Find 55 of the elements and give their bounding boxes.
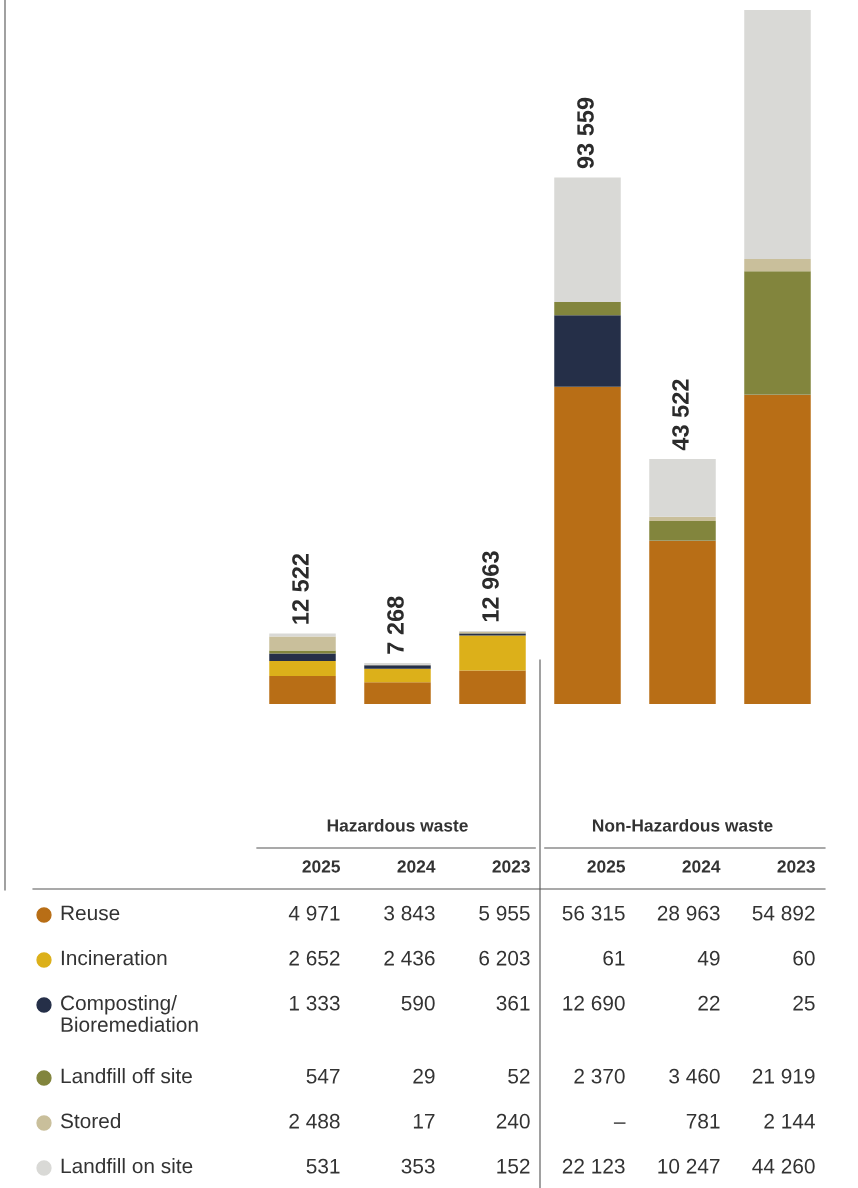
data-label: 152	[497, 1158, 530, 1174]
total-label: 12 963	[482, 551, 499, 622]
text: –	[613, 1122, 626, 1124]
data-label: 28 963	[657, 905, 720, 921]
data-label: 54 892	[752, 905, 815, 921]
data-label: 5 955	[479, 905, 530, 921]
data-label: 781	[686, 1113, 720, 1129]
total-label: 93 559	[577, 97, 594, 169]
data-label: 3 843	[384, 905, 435, 921]
data-label: 17	[413, 1114, 435, 1129]
x-tick-label: 2024	[397, 860, 436, 873]
x-tick-label: 2024	[682, 860, 721, 873]
data-label: 22	[698, 995, 720, 1011]
data-label: 3 460	[669, 1068, 720, 1084]
total-label: 12 522	[292, 553, 309, 624]
data-label: 60	[793, 950, 815, 966]
data-label: 353	[401, 1158, 435, 1174]
data-label: 361	[496, 995, 530, 1011]
data-label: 49	[697, 950, 720, 966]
data-label: 547	[306, 1069, 340, 1084]
legend-label: Landfill on site	[61, 1158, 193, 1174]
x-tick-label: 2025	[302, 860, 341, 873]
data-label: 29	[413, 1068, 435, 1084]
legend-label: Composting/ Bioremediation	[61, 995, 198, 1032]
x-tick-label: 2025	[587, 860, 626, 873]
text: Non-Hazardous waste	[592, 818, 773, 832]
data-label: 240	[496, 1113, 530, 1129]
x-tick-label: 2023	[492, 860, 530, 873]
data-label: 2 488	[289, 1113, 340, 1129]
data-label: 1 333	[289, 995, 340, 1011]
data-label: 22 123	[562, 1158, 625, 1174]
data-label: 590	[401, 995, 435, 1011]
text: Hazardous waste	[327, 818, 468, 832]
data-label: 10 247	[658, 1158, 720, 1174]
data-label: 2 652	[289, 950, 340, 966]
data-label: 25	[793, 995, 815, 1011]
data-label: 6 203	[479, 950, 530, 966]
data-label: 4 971	[288, 905, 340, 921]
data-label: 21 919	[752, 1068, 815, 1084]
data-label: 44 260	[752, 1158, 815, 1174]
data-label: 2 370	[574, 1068, 625, 1084]
data-label: 12 690	[563, 995, 625, 1011]
legend-label: Stored	[60, 1113, 121, 1129]
data-label: 2 436	[384, 950, 435, 966]
data-label: 56 315	[562, 905, 625, 921]
legend-label: Reuse	[61, 905, 120, 921]
data-label: 531	[306, 1158, 340, 1174]
x-tick-label: 2023	[777, 860, 815, 873]
data-label: 61	[603, 950, 625, 966]
legend-label: Incineration	[61, 950, 167, 966]
total-label: 43 522	[672, 379, 689, 451]
data-label: 2 144	[764, 1113, 815, 1129]
total-label: 7 268	[387, 596, 404, 654]
data-label: 52	[508, 1068, 530, 1084]
legend-label: Landfill off site	[61, 1068, 192, 1084]
